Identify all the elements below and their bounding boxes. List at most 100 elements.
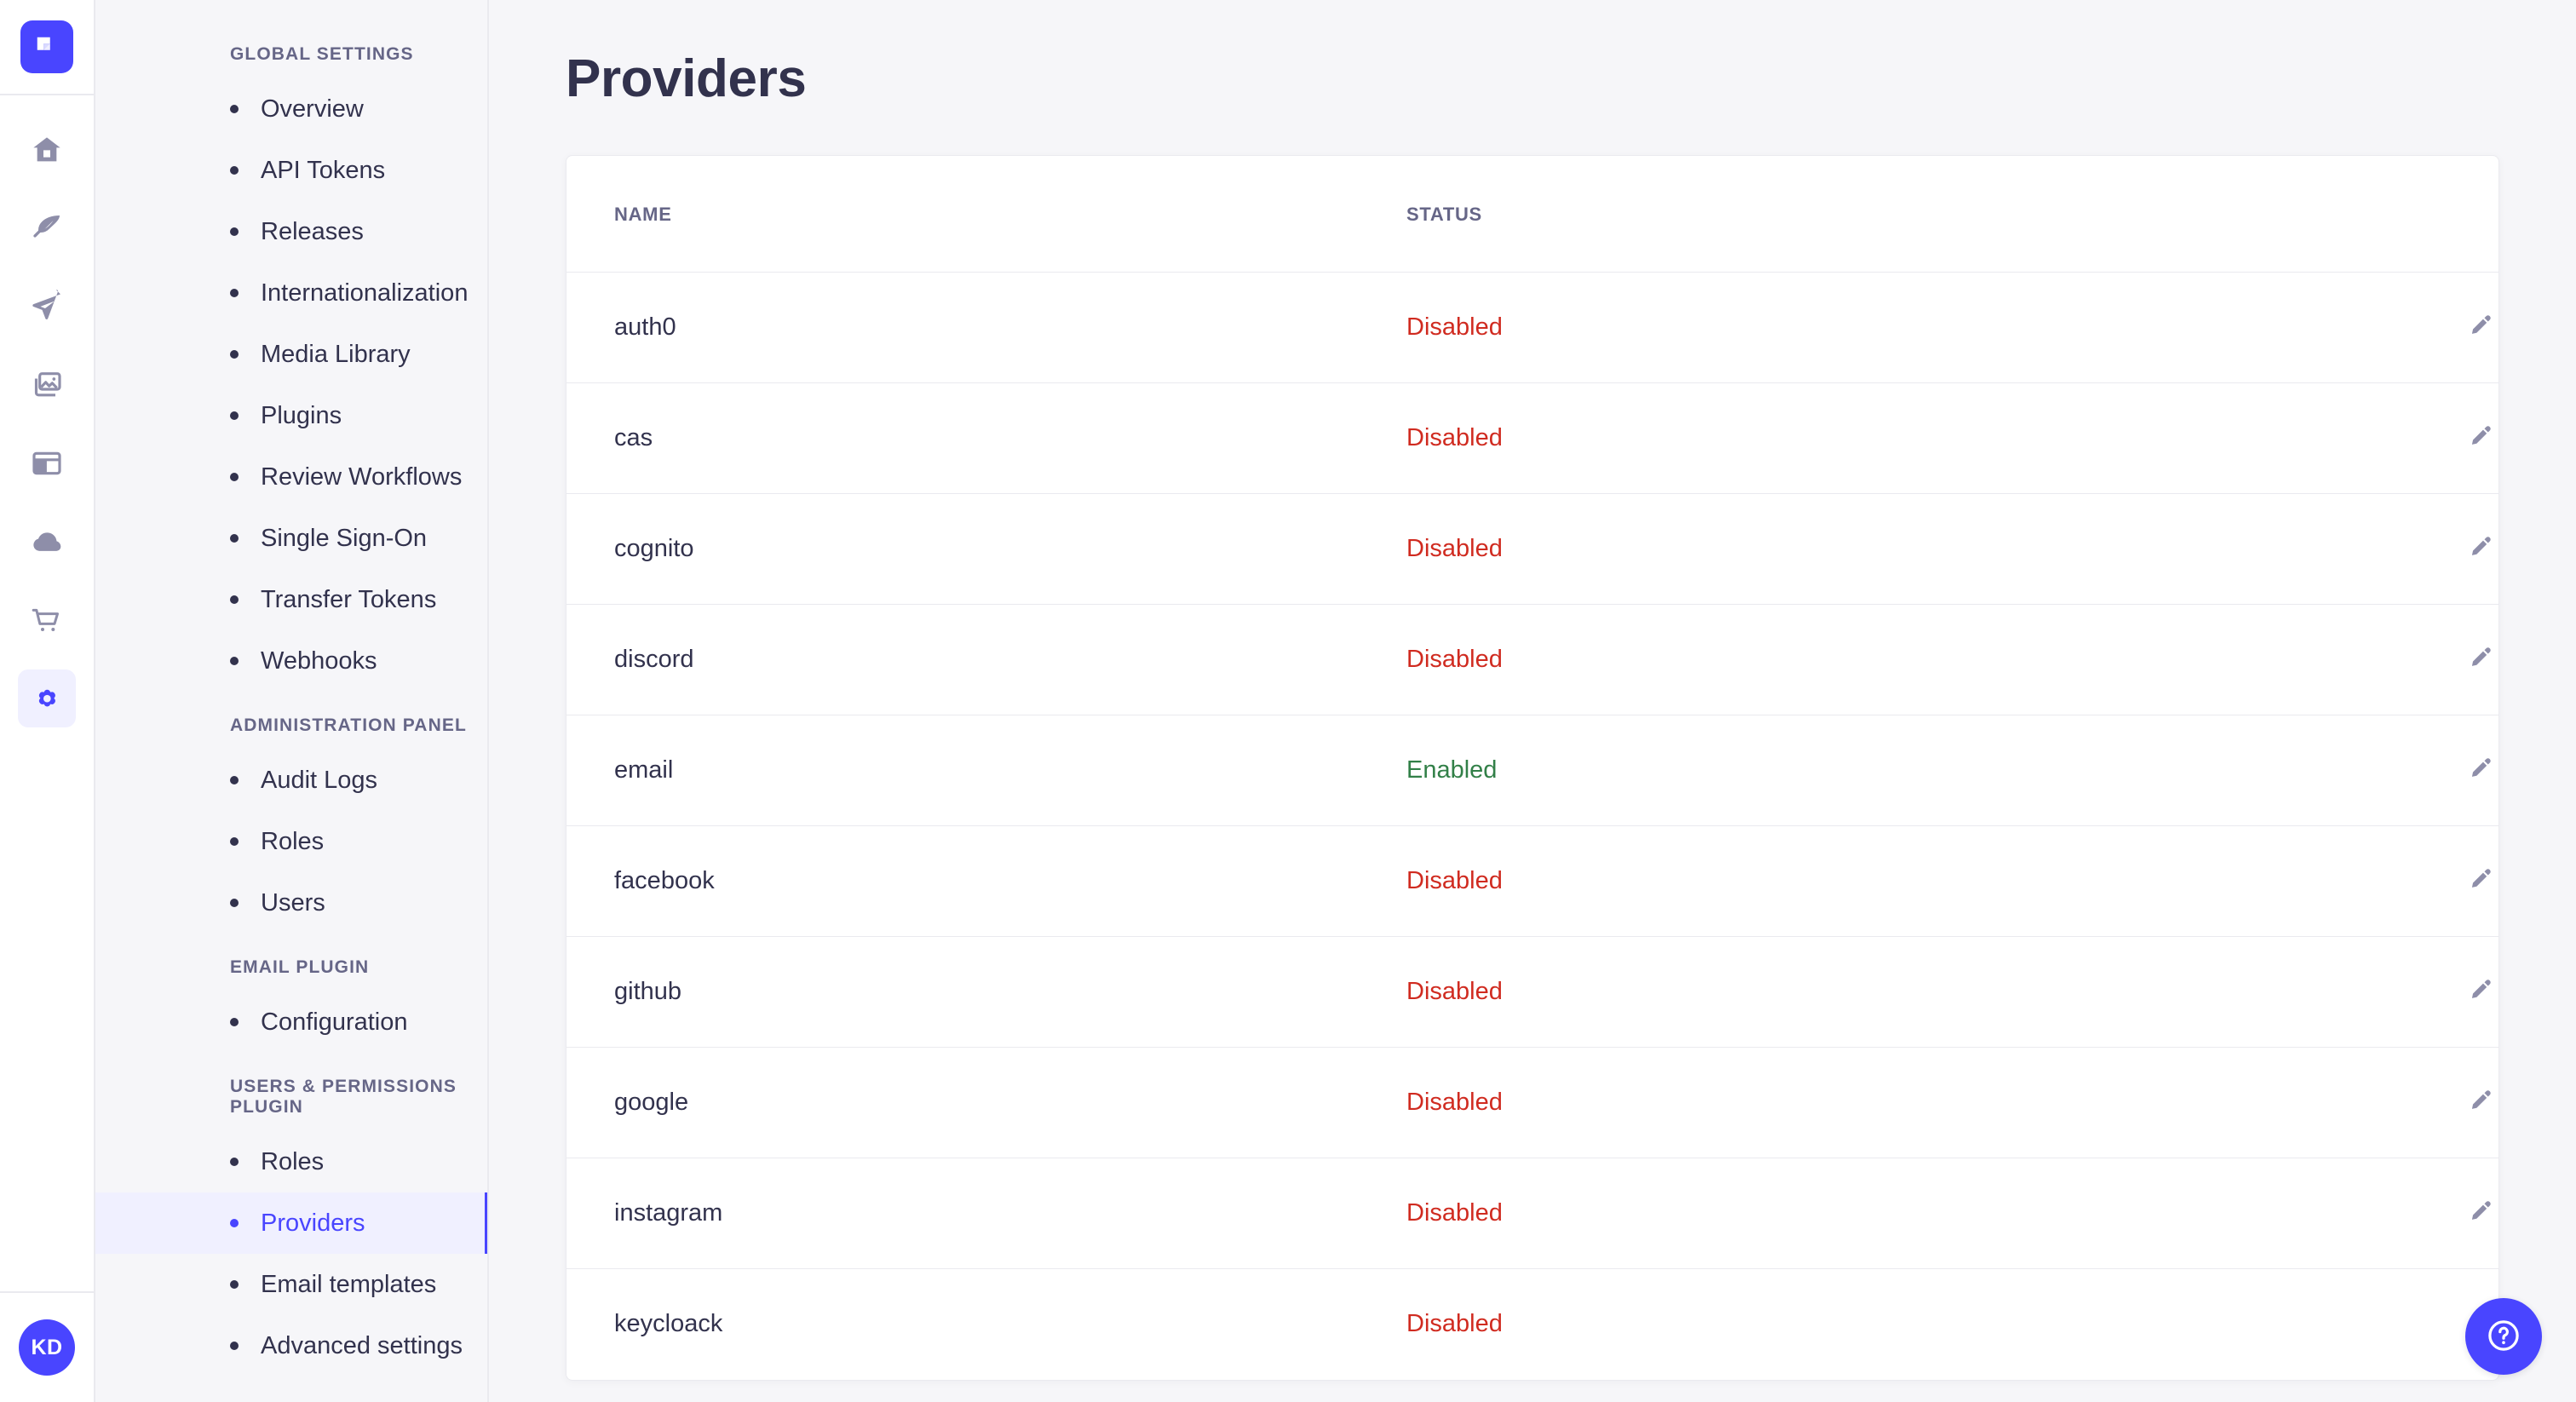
sidebar-item-label: Users [261, 888, 325, 916]
sidebar-item-label: Media Library [261, 340, 411, 368]
pencil-icon [2465, 755, 2494, 786]
edit-provider-button[interactable] [2461, 752, 2498, 790]
sidebar-item-internationalization[interactable]: Internationalization [95, 262, 487, 324]
status-badge: Disabled [1406, 313, 1503, 341]
provider-name-cell: facebook [566, 825, 1359, 937]
rail-item-cloud[interactable] [18, 513, 76, 571]
main-content: Providers NAME STATUS auth0 Disabled cas Di… [489, 0, 2576, 1402]
provider-status-cell: Disabled [1359, 936, 2321, 1048]
edit-provider-button[interactable] [2461, 1195, 2498, 1232]
table-row: cognito Disabled [566, 493, 2498, 605]
sidebar-item-label: Releases [261, 217, 364, 245]
sidebar-item-audit-logs[interactable]: Audit Logs [95, 750, 487, 811]
bullet-icon [230, 657, 239, 665]
provider-name-cell: instagram [566, 1158, 1359, 1269]
rail-item-home[interactable] [18, 121, 76, 179]
marketplace-icon [30, 603, 64, 637]
pencil-icon [2465, 312, 2494, 343]
edit-provider-button[interactable] [2461, 863, 2498, 900]
provider-status-cell: Disabled [1359, 382, 2321, 494]
logo-container [0, 0, 94, 95]
edit-provider-button[interactable] [2461, 420, 2498, 457]
nav-section-title: GLOBAL SETTINGS [230, 44, 414, 64]
pencil-icon [2465, 1087, 2494, 1118]
edit-provider-button[interactable] [2461, 974, 2498, 1011]
pencil-icon [2465, 422, 2494, 454]
provider-action-cell [2321, 493, 2498, 605]
provider-action-cell [2321, 1158, 2498, 1269]
bullet-icon [230, 899, 239, 907]
table-row: github Disabled [566, 936, 2498, 1048]
sidebar-item-review-workflows[interactable]: Review Workflows [95, 446, 487, 508]
sidebar-item-releases[interactable]: Releases [95, 201, 487, 262]
bullet-icon [230, 411, 239, 420]
rail-item-list [0, 95, 94, 727]
sidebar-item-single-sign-on[interactable]: Single Sign-On [95, 508, 487, 569]
table-row: keycloack Disabled [566, 1269, 2498, 1380]
table-row: email Enabled [566, 715, 2498, 826]
sidebar-item-plugins[interactable]: Plugins [95, 385, 487, 446]
sidebar-item-webhooks[interactable]: Webhooks [95, 630, 487, 692]
sidebar-item-label: Overview [261, 95, 364, 123]
table-head: NAME STATUS [566, 156, 2498, 273]
rail-item-documentation[interactable] [18, 434, 76, 492]
strapi-logo-icon[interactable] [20, 20, 73, 73]
status-badge: Disabled [1406, 1310, 1503, 1338]
sidebar-item-roles[interactable]: Roles [95, 1131, 487, 1192]
edit-provider-button[interactable] [2461, 1084, 2498, 1122]
rail-item-marketplace[interactable] [18, 591, 76, 649]
edit-provider-button[interactable] [2461, 309, 2498, 347]
provider-name-cell: cas [566, 382, 1359, 494]
table-row: auth0 Disabled [566, 272, 2498, 383]
table-row: discord Disabled [566, 604, 2498, 715]
sidebar-item-label: Single Sign-On [261, 524, 428, 552]
sidebar-item-roles[interactable]: Roles [95, 811, 487, 872]
table-row: google Disabled [566, 1047, 2498, 1158]
sidebar-item-email-templates[interactable]: Email templates [95, 1254, 487, 1315]
provider-name-cell: keycloack [614, 1310, 723, 1338]
bullet-icon [230, 1342, 239, 1350]
provider-action-cell [2321, 382, 2498, 494]
sidebar-item-overview[interactable]: Overview [95, 78, 487, 140]
provider-status-cell: Disabled [1359, 1158, 2321, 1269]
nav-section: GLOBAL SETTINGS Overview API Tokens Release… [95, 26, 487, 692]
help-button[interactable] [2465, 1298, 2542, 1375]
status-badge: Disabled [1406, 1199, 1503, 1227]
bullet-icon [230, 534, 239, 543]
nav-section-title: USERS & PERMISSIONS PLUGIN [230, 1077, 457, 1117]
gear-icon [30, 681, 64, 715]
edit-provider-button[interactable] [2461, 641, 2498, 679]
sidebar-item-label: Transfer Tokens [261, 585, 437, 613]
sidebar-item-advanced-settings[interactable]: Advanced settings [95, 1315, 487, 1376]
table-row: facebook Disabled [566, 825, 2498, 937]
sidebar-item-configuration[interactable]: Configuration [95, 991, 487, 1053]
sidebar-item-transfer-tokens[interactable]: Transfer Tokens [95, 569, 487, 630]
sidebar-item-media-library[interactable]: Media Library [95, 324, 487, 385]
sidebar-item-api-tokens[interactable]: API Tokens [95, 140, 487, 201]
sidebar-item-label: API Tokens [261, 156, 386, 184]
page-header: Providers [540, 0, 2525, 155]
sidebar-item-label: Internationalization [261, 279, 469, 307]
edit-provider-button[interactable] [2461, 531, 2498, 568]
status-badge: Disabled [1406, 978, 1503, 1005]
provider-status-cell: Disabled [1359, 1269, 2321, 1380]
provider-action-cell [2321, 936, 2498, 1048]
sidebar-item-users[interactable]: Users [95, 872, 487, 934]
bullet-icon [230, 776, 239, 784]
rail-item-content-type-builder[interactable] [18, 278, 76, 336]
sidebar-item-providers[interactable]: Providers [95, 1192, 487, 1254]
bullet-icon [230, 350, 239, 359]
pencil-icon [2465, 865, 2494, 897]
column-header-actions [2321, 156, 2498, 273]
providers-table: NAME STATUS auth0 Disabled cas Disabled cogn… [566, 156, 2498, 1380]
sidebar-item-label: Configuration [261, 1008, 408, 1036]
pencil-icon [2465, 533, 2494, 565]
rail-item-content-manager[interactable] [18, 199, 76, 257]
question-mark-circle-icon [2484, 1316, 2523, 1358]
rail-item-settings[interactable] [18, 669, 76, 727]
rail-item-media-library[interactable] [18, 356, 76, 414]
provider-action-cell [2321, 604, 2498, 715]
avatar[interactable]: KD [19, 1319, 75, 1376]
provider-action-cell [2321, 825, 2498, 937]
